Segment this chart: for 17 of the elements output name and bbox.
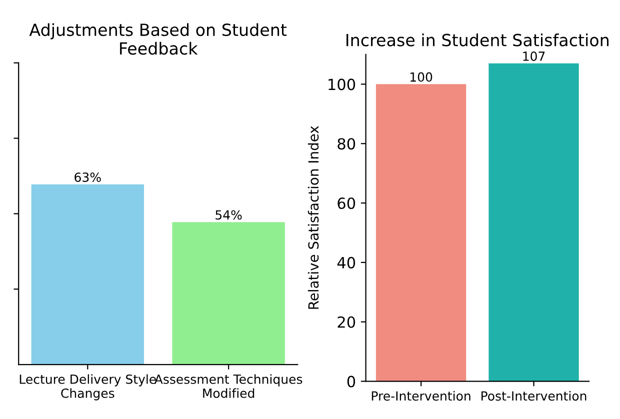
- data-label: 107: [523, 52, 545, 61]
- y-tick-label: 20: [338, 316, 356, 328]
- x-tick-label: Post-Intervention: [482, 391, 586, 401]
- y-axis-title: Relative Satisfaction Index: [308, 126, 319, 309]
- x-tick-label: Lecture Delivery Style Changes: [20, 374, 156, 400]
- chart-title: Adjustments Based on Student Feedback: [29, 23, 287, 55]
- data-label: 54%: [216, 210, 242, 220]
- y-tick-label: 100: [328, 78, 356, 90]
- data-label: 100: [410, 72, 432, 82]
- chart-title: Increase in Student Satisfaction: [346, 33, 608, 46]
- x-tick-label: Assessment Techniques Modified: [154, 374, 302, 398]
- data-label: 63%: [74, 172, 101, 182]
- y-tick-label: 0: [347, 376, 356, 388]
- y-tick-label: 40: [337, 256, 356, 268]
- x-tick-label: Pre-Intervention: [372, 391, 470, 401]
- y-tick-label: 60: [338, 197, 356, 210]
- y-tick-label: 80: [338, 138, 356, 150]
